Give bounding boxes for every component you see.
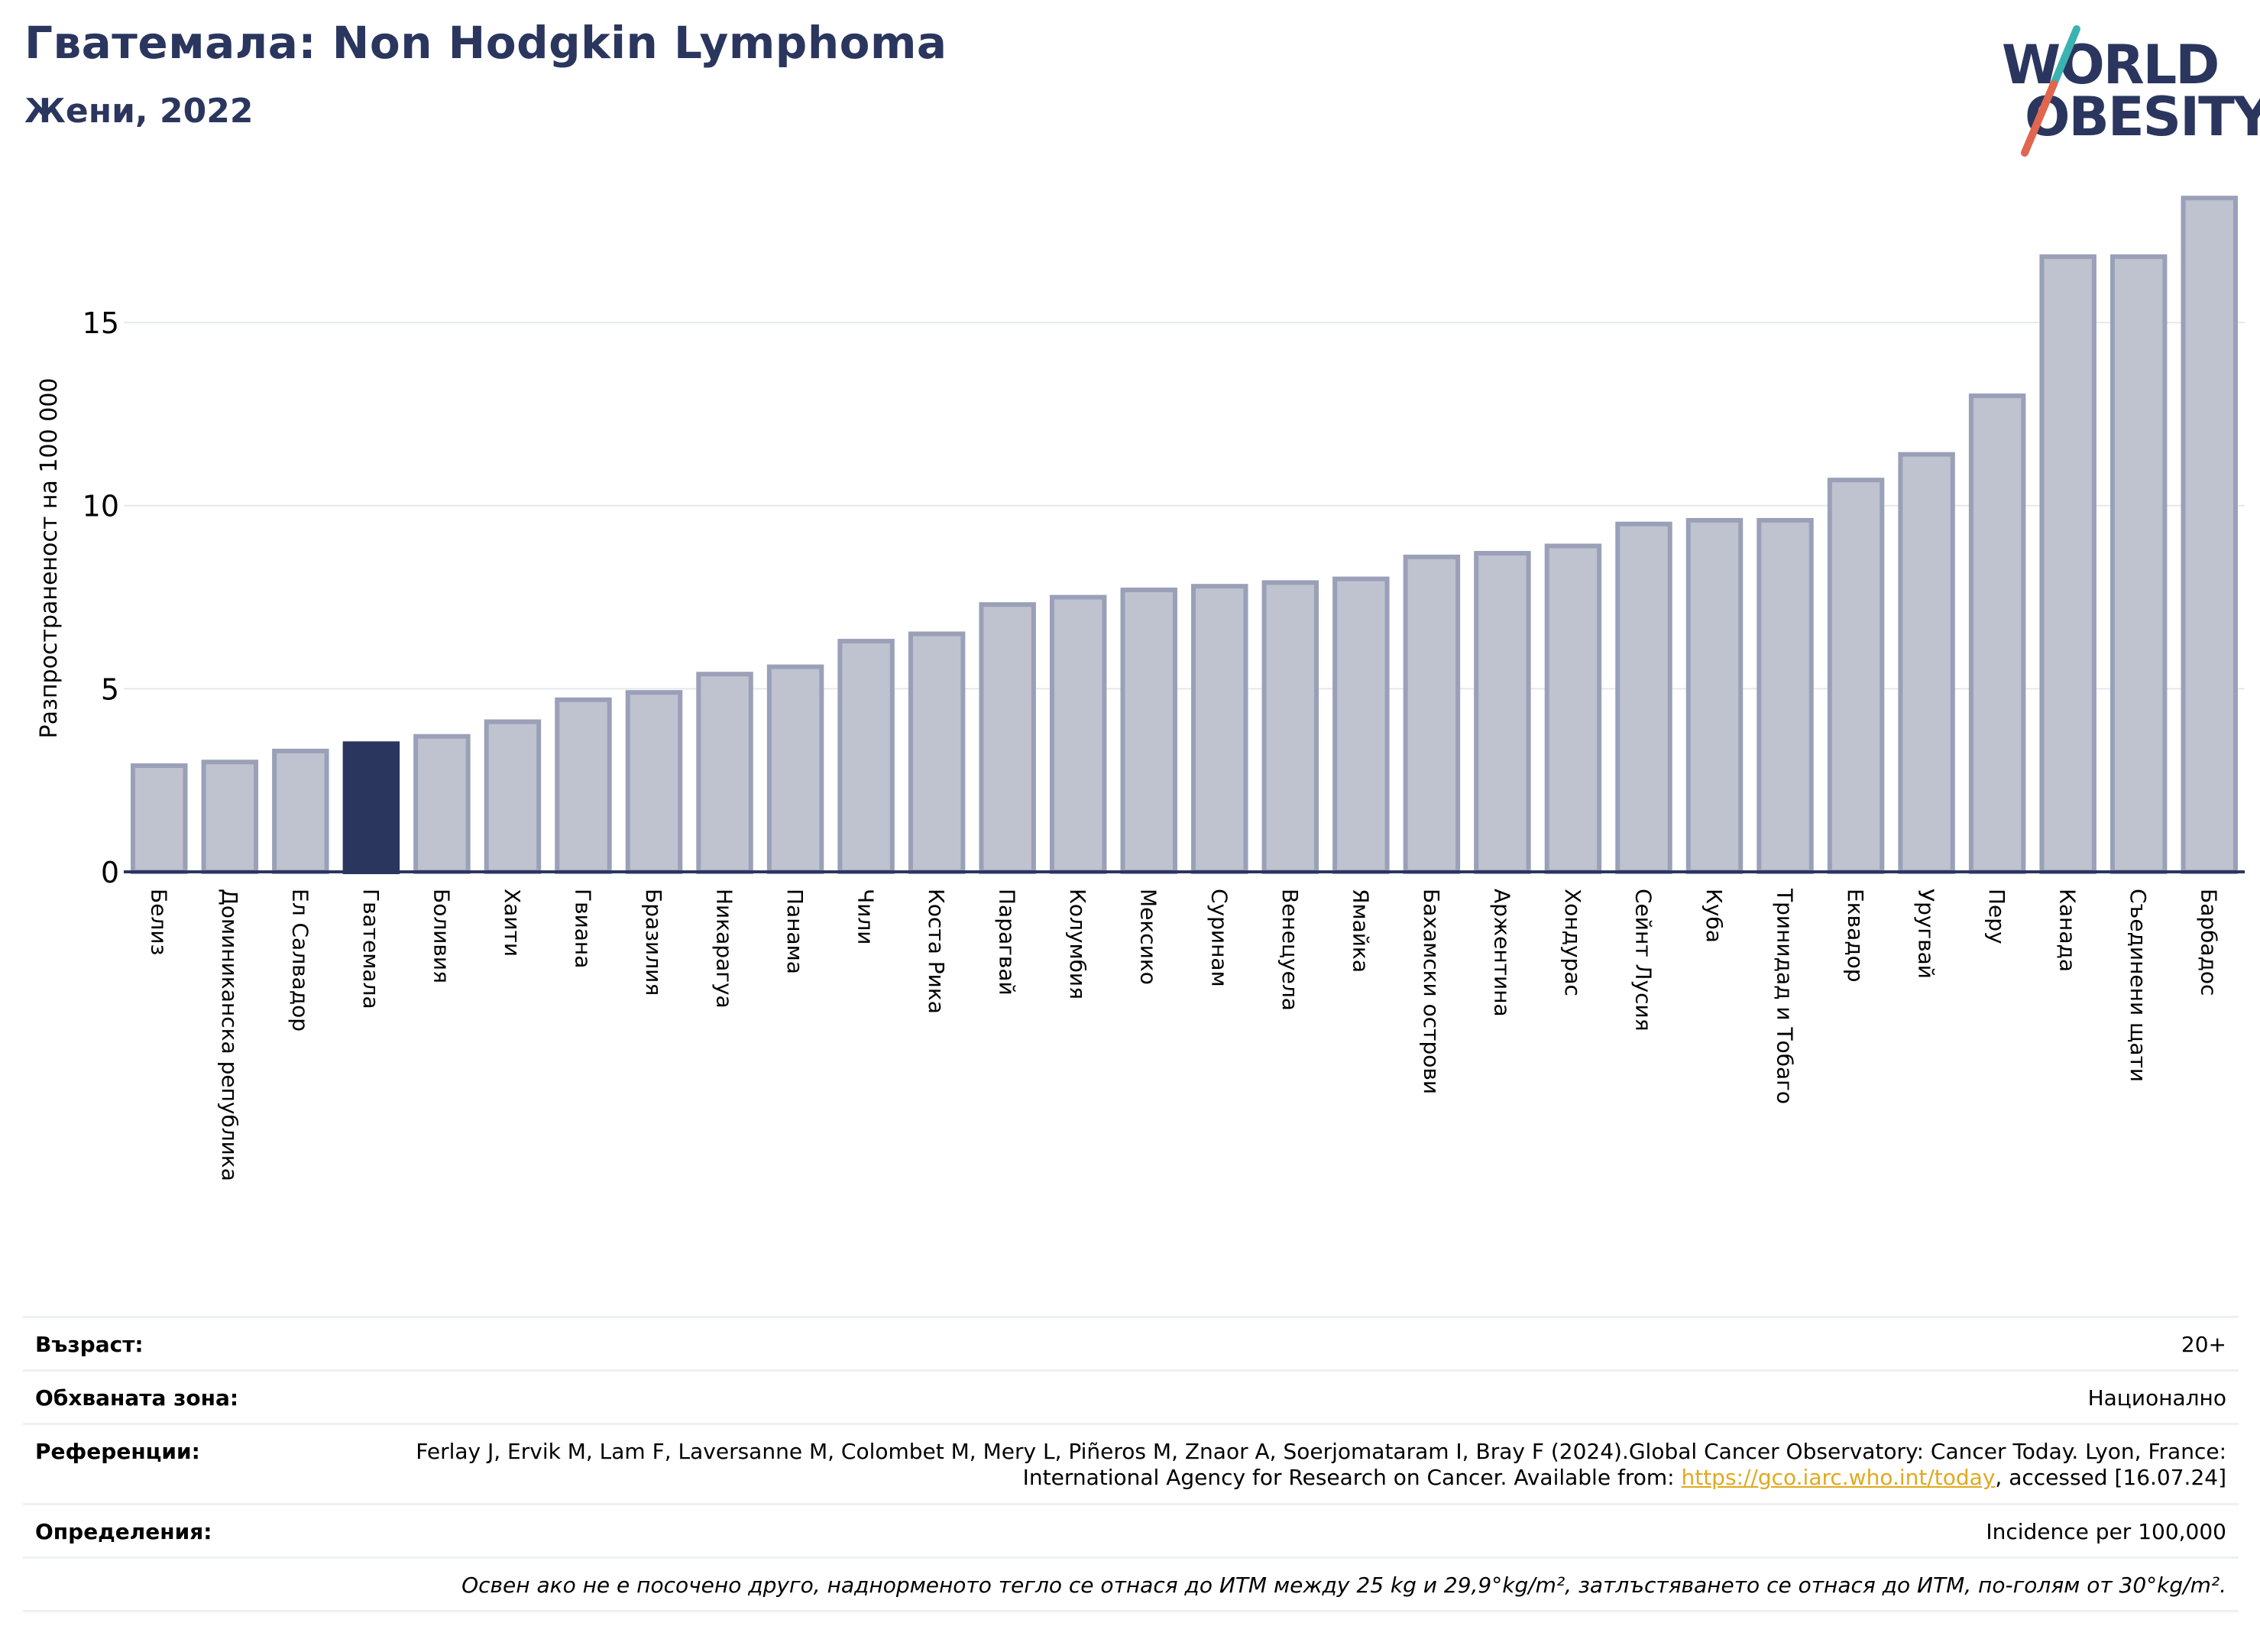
- bar-29: [2181, 196, 2238, 874]
- x-tick-label: Гватемала: [358, 889, 384, 1009]
- x-axis-labels: Белиз Доминиканска република Ел Салвадор Гв…: [146, 888, 2221, 1181]
- bar-23: [1757, 517, 1814, 874]
- bar-21: [1615, 521, 1672, 874]
- x-tick-label: Съединени щати: [2126, 889, 2151, 1082]
- info-row-coverage: Обхваната зона: Национално: [23, 1372, 2239, 1425]
- y-tick-label: 0: [101, 856, 119, 889]
- info-row-note: Освен ако не е посочено друго, наднормен…: [23, 1559, 2239, 1612]
- info-table: Възраст: 20+ Обхваната зона: Национално …: [23, 1316, 2239, 1612]
- bar-20: [1544, 543, 1602, 874]
- x-tick-label: Ел Салвадор: [287, 889, 312, 1032]
- x-tick-label: Бразилия: [641, 889, 666, 996]
- x-tick-label: Канада: [2055, 889, 2080, 972]
- bar-27: [2039, 254, 2096, 874]
- bar-17: [1332, 576, 1390, 875]
- bar-8: [696, 672, 753, 875]
- x-tick-label: Бахамски острови: [1419, 889, 1444, 1094]
- x-tick-label: Белиз: [146, 889, 171, 955]
- bar-0: [131, 763, 188, 874]
- x-tick-label: Коста Рика: [924, 889, 949, 1014]
- bar-18: [1403, 554, 1461, 875]
- info-row-definitions: Определения: Incidence per 100,000: [23, 1505, 2239, 1559]
- x-tick-label: Хаити: [500, 889, 525, 957]
- footnote: Освен ако не е посочено друго, наднормен…: [461, 1573, 2226, 1598]
- x-tick-label: Гвиана: [570, 889, 595, 968]
- x-tick-label: Мексико: [1136, 889, 1161, 985]
- age-value: 20+: [2181, 1332, 2226, 1357]
- x-tick-label: Чили: [853, 889, 879, 945]
- bar-22: [1685, 517, 1744, 874]
- bar-2: [272, 748, 329, 875]
- x-tick-label: Ямайка: [1348, 889, 1373, 973]
- bar-7: [625, 690, 683, 875]
- x-tick-label: Колумбия: [1065, 889, 1090, 999]
- x-tick-label: Никарагуа: [712, 889, 737, 1009]
- bar-11: [908, 631, 966, 875]
- logo-line-1: WORLD: [2002, 34, 2220, 96]
- bar-13: [1049, 594, 1107, 875]
- bar-28: [2109, 254, 2168, 874]
- bar-15: [1191, 584, 1248, 874]
- logo-slash-lower: [2021, 80, 2058, 157]
- y-tick-label: 15: [83, 306, 119, 340]
- references-accessed: , accessed [16.07.24]: [1995, 1465, 2226, 1490]
- info-row-age: Възраст: 20+: [23, 1318, 2239, 1372]
- world-obesity-logo: WORLD OBESITY: [1994, 23, 2260, 160]
- logo-line-2: OBESITY: [2025, 86, 2260, 148]
- grid-lines: [124, 322, 2245, 690]
- bar-19: [1474, 551, 1531, 874]
- definitions-label: Определения:: [35, 1519, 212, 1544]
- x-tick-label: Суринам: [1206, 889, 1232, 987]
- bar-3: [342, 741, 400, 874]
- references-label: Референции:: [35, 1439, 200, 1464]
- x-tick-label: Панама: [782, 889, 808, 974]
- chart-subtitle: Жени, 2022: [24, 92, 254, 131]
- bar-24: [1827, 478, 1885, 874]
- x-tick-label: Перу: [1984, 889, 2009, 944]
- x-tick-label: Хондурас: [1560, 889, 1585, 996]
- x-tick-label: Доминиканска република: [217, 889, 242, 1181]
- bar-14: [1120, 587, 1177, 874]
- y-tick-label: 5: [101, 672, 119, 706]
- bar-26: [1968, 393, 2026, 874]
- age-label: Възраст:: [35, 1332, 144, 1357]
- bar-chart: 0 5 10 15 Белиз Доминиканска република Ел Сал…: [36, 196, 2245, 1181]
- chart-title: Гватемала: Non Hodgkin Lymphoma: [24, 17, 947, 69]
- references-link[interactable]: https://gco.iarc.who.int/today: [1681, 1465, 1996, 1490]
- references-text: Ferlay J, Ervik M, Lam F, Laversanne M, …: [416, 1439, 2226, 1490]
- info-row-references: Референции: Ferlay J, Ervik M, Lam F, La…: [23, 1425, 2239, 1505]
- x-tick-label: Аржентина: [1489, 889, 1514, 1017]
- x-tick-label: Куба: [1701, 889, 1727, 943]
- x-tick-label: Барбадос: [2197, 889, 2222, 996]
- bar-5: [484, 719, 542, 874]
- logo-slash-icon: [2021, 25, 2080, 157]
- y-axis-ticks: 0 5 10 15: [83, 306, 119, 889]
- bar-25: [1898, 452, 1955, 874]
- coverage-value: Национално: [2087, 1385, 2226, 1411]
- logo-slash-upper: [2050, 25, 2080, 88]
- bar-10: [837, 639, 895, 874]
- coverage-label: Обхваната зона:: [35, 1385, 239, 1411]
- bar-16: [1261, 580, 1319, 874]
- x-tick-label: Тринидад и Тобаго: [1773, 888, 1798, 1104]
- x-tick-label: Еквадор: [1843, 889, 1868, 983]
- bar-4: [413, 734, 471, 874]
- x-tick-label: Венецуела: [1277, 889, 1303, 1011]
- definitions-value: Incidence per 100,000: [1986, 1519, 2226, 1544]
- x-tick-label: Парагвай: [995, 889, 1020, 996]
- bar-6: [555, 697, 612, 874]
- bars: [131, 196, 2238, 875]
- bar-9: [766, 664, 824, 874]
- x-tick-label: Уругвай: [1914, 889, 1939, 979]
- bar-12: [979, 602, 1036, 874]
- y-tick-label: 10: [83, 490, 119, 523]
- bar-1: [201, 760, 259, 874]
- y-axis-title: Разпространеност на 100 000: [36, 378, 63, 739]
- x-tick-label: Боливия: [429, 889, 454, 983]
- x-tick-label: Сейнт Лусия: [1630, 889, 1656, 1032]
- references-value: Ferlay J, Ervik M, Lam F, Laversanne M, …: [377, 1439, 2226, 1491]
